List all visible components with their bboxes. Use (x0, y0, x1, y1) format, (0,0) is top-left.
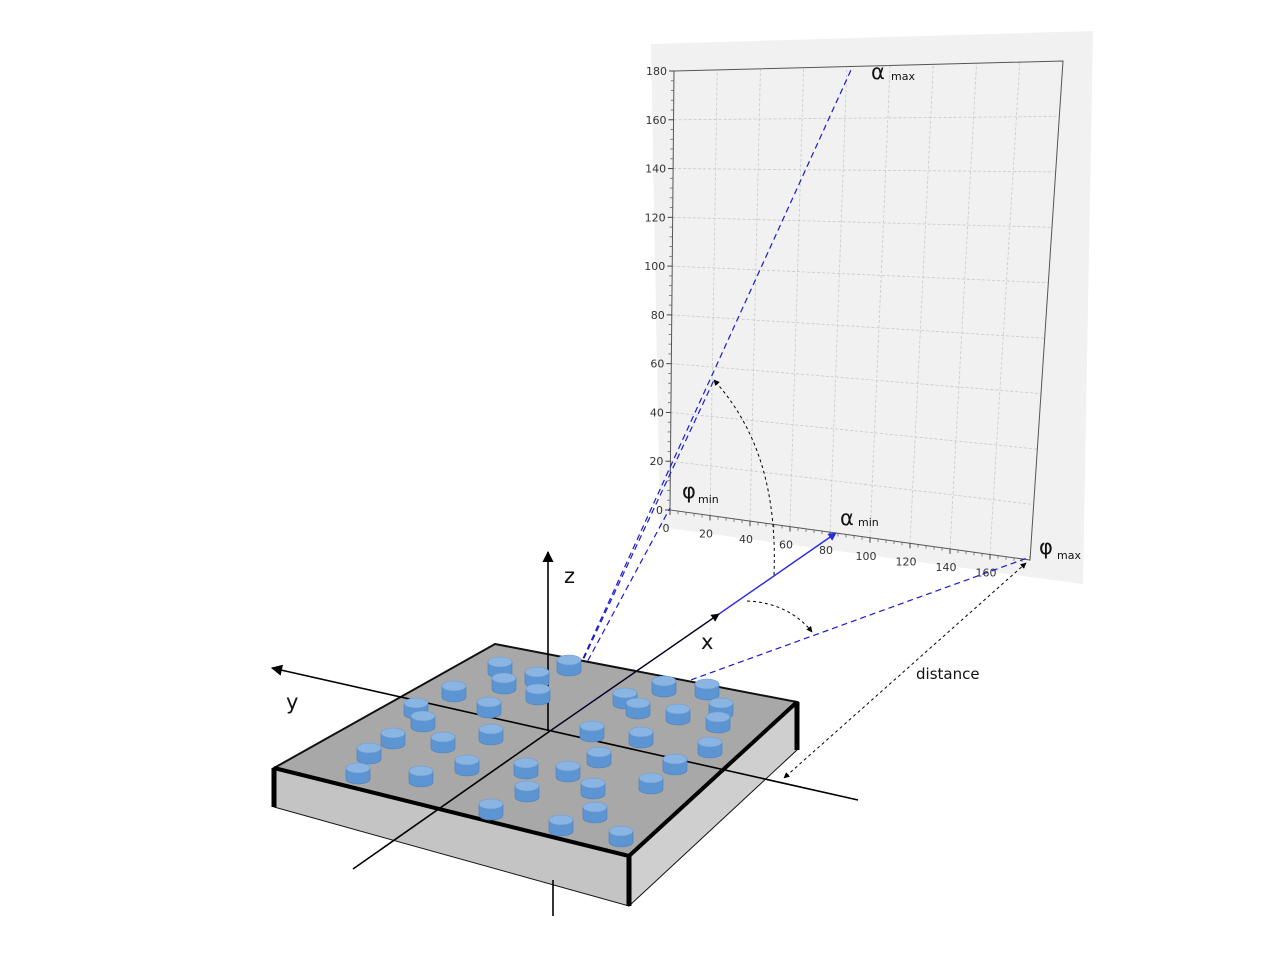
cylinder (514, 780, 540, 803)
phi-max-subscript: max (1057, 549, 1081, 562)
y-axis-label: y (286, 690, 298, 714)
phi-max-symbol: φ (1039, 535, 1053, 559)
cylinder (430, 731, 456, 754)
x-axis-label: x (701, 630, 713, 654)
vertical-tick-label: 20 (649, 455, 663, 468)
grid-line-horizontal (673, 116, 1060, 121)
cylinder (408, 765, 434, 788)
grid-line-horizontal (670, 412, 1038, 450)
cylinder (441, 680, 467, 703)
cylinder (608, 825, 634, 848)
distance-label: distance (916, 665, 980, 683)
diagram-labels: z y x distance α max α min φ min φ max (286, 60, 1081, 714)
vertical-tick-label: 80 (651, 309, 665, 322)
horizontal-tick-label: 20 (699, 528, 713, 541)
horizontal-tick-label: 100 (856, 550, 877, 563)
grid-line-horizontal (673, 168, 1056, 173)
grid-line-horizontal (671, 314, 1045, 339)
x-axis-back-line (352, 730, 551, 870)
cylinder (525, 683, 551, 706)
horizontal-tick-label: 140 (936, 561, 957, 574)
grid-line-horizontal (672, 265, 1049, 284)
nanoparticle-cylinders (345, 654, 734, 848)
grid-line-vertical (789, 67, 805, 527)
grid-line-horizontal (671, 363, 1042, 395)
vertical-tick-label: 100 (644, 260, 665, 273)
cylinder (476, 696, 502, 719)
substrate-edge (273, 766, 630, 858)
cylinder (665, 703, 691, 726)
cylinder (580, 777, 606, 800)
phi-min-subscript: min (698, 493, 719, 506)
substrate-edge (627, 700, 799, 858)
grid-line-vertical (749, 68, 761, 522)
z-axis-label: z (564, 564, 575, 588)
grid-line-vertical (869, 65, 891, 538)
alpha-max-line-1 (549, 69, 852, 732)
phi-angle-arc (746, 600, 813, 633)
cylinder (556, 654, 582, 677)
detector-plane-surface (651, 31, 1093, 584)
grid-line-vertical (709, 69, 718, 516)
grid-line-vertical (829, 66, 848, 533)
cylinder (705, 711, 731, 734)
cylinder (694, 678, 720, 701)
x-axis-arrow (549, 613, 720, 732)
cylinder (638, 772, 664, 795)
phi-min-symbol: φ (682, 479, 696, 503)
horizontal-tick-label: 80 (819, 544, 833, 557)
cylinder (662, 753, 688, 776)
cylinder (380, 727, 406, 750)
alpha-max-subscript: max (891, 70, 915, 83)
cylinder (586, 746, 612, 769)
vertical-tick-label: 40 (650, 406, 664, 419)
horizontal-tick-label: 60 (779, 539, 793, 552)
detector-grid (670, 62, 1060, 555)
cylinder (513, 757, 539, 780)
cylinder (651, 675, 677, 698)
cylinder (628, 726, 654, 749)
cylinder (478, 798, 504, 821)
cylinder (548, 814, 574, 837)
cylinder (555, 760, 581, 783)
grid-line-horizontal (672, 216, 1053, 228)
distance-arrow (783, 562, 1027, 779)
y-axis-line (270, 664, 859, 801)
alpha-max-symbol: α (871, 60, 885, 84)
grid-line-horizontal (670, 460, 1034, 505)
cylinder (491, 672, 517, 695)
cylinder (579, 720, 605, 743)
cylinder (697, 736, 723, 759)
horizontal-tick-label: 0 (663, 522, 670, 535)
alpha-min-subscript: min (858, 516, 879, 529)
grid-line-vertical (989, 62, 1021, 555)
vertical-tick-label: 180 (646, 65, 667, 78)
cylinder (410, 710, 436, 733)
cylinder (356, 742, 382, 765)
horizontal-tick-label: 120 (896, 555, 917, 568)
detector-plane: 0 20 40 60 80 100 120 140 160 180 0 20 40 60 80 100 120… (644, 31, 1093, 584)
cylinder (345, 762, 371, 785)
alpha-angle-arc (713, 379, 775, 576)
cylinder (625, 697, 651, 720)
grid-line-vertical (949, 63, 977, 549)
cylinder (524, 666, 550, 689)
angle-arcs (713, 379, 1027, 779)
vertical-tick-label: 60 (650, 358, 664, 371)
alpha-min-symbol: α (840, 506, 854, 530)
vertical-tick-label: 140 (645, 163, 666, 176)
cylinder (478, 723, 504, 746)
vertical-tick-label: 0 (656, 504, 663, 517)
cylinder (582, 801, 608, 824)
vertical-tick-label: 120 (645, 211, 666, 224)
cylinder (454, 754, 480, 777)
horizontal-tick-label: 40 (739, 533, 753, 546)
vertical-tick-label: 160 (646, 114, 667, 127)
